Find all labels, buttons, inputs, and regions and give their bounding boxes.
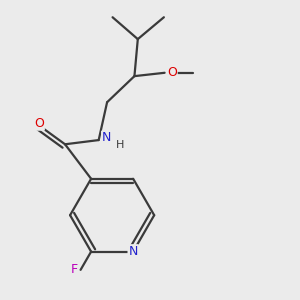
Text: O: O (34, 117, 44, 130)
Text: N: N (128, 245, 138, 258)
Text: N: N (102, 131, 111, 145)
Text: F: F (71, 263, 78, 276)
Text: H: H (116, 140, 125, 150)
Text: O: O (167, 66, 177, 79)
